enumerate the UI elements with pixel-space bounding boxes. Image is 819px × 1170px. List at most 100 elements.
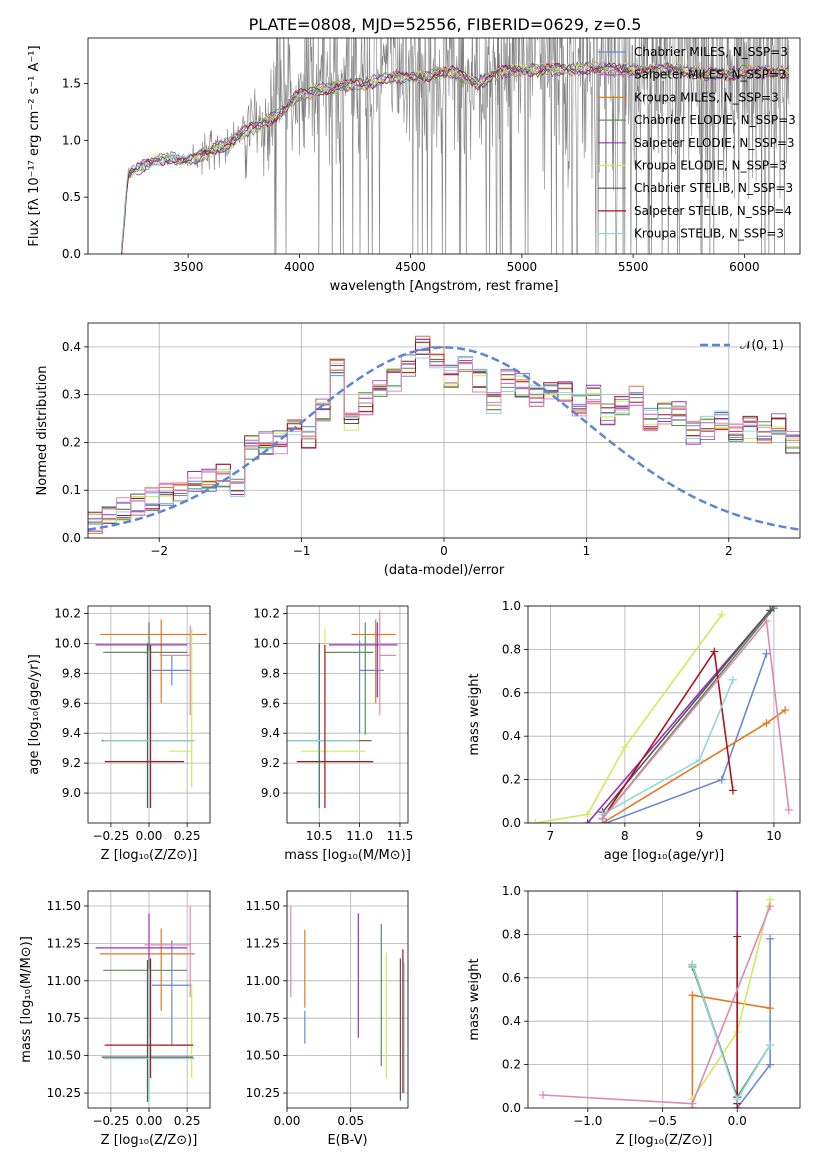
- y-tick-label: 10.50: [246, 1049, 280, 1063]
- y-tick-label: 0.0: [62, 531, 81, 545]
- y-tick-label: 0.4: [62, 340, 81, 354]
- x-tick-label: 0.00: [136, 1114, 163, 1128]
- y-tick-label: 10.2: [253, 606, 280, 620]
- x-tick-label: 5000: [507, 260, 538, 274]
- x-tick-label: 0.0: [728, 1114, 747, 1128]
- y-tick-label: 9.2: [261, 756, 280, 770]
- x-axis-label: wavelength [Angstrom, rest frame]: [330, 279, 559, 294]
- y-tick-label: 0.4: [502, 729, 521, 743]
- legend: Chabrier MILES, N_SSP=3 Salpeter MILES, N…: [598, 45, 796, 241]
- y-axis-label: mass weight: [467, 958, 482, 1040]
- plot-area: [95, 619, 207, 809]
- weight-line-pink: [542, 905, 771, 1105]
- axes-frame: [87, 322, 801, 539]
- x-tick-label: 9: [696, 829, 704, 843]
- weight-marker-chabrier_miles: [766, 1060, 775, 1069]
- weight-marker-kroupa_elodie: [717, 610, 726, 619]
- y-axis-label: Normed distribution: [35, 366, 50, 496]
- weight-marker-pink: [688, 1099, 697, 1108]
- panel-weight-vs-Z: −1.0 −0.5 0.0 0.0 0.2 0.4 0.6 0.8 1.0 Z [log₁₀(Z/…: [467, 884, 801, 1148]
- y-tick-label: 10.25: [246, 1086, 280, 1100]
- model-spectrum-kroupa_elodie: [121, 62, 790, 254]
- weight-marker-kroupa_stelib: [695, 756, 704, 765]
- gridlines: [528, 890, 800, 1109]
- y-tick-label: 0.2: [502, 773, 521, 787]
- panel-mass-vs-Z: −0.25 0.00 0.25 10.25 10.50 10.75 11.00 11.25 11…: [19, 890, 211, 1148]
- axes-frame: [286, 890, 409, 1109]
- weight-marker-kroupa_stelib: [733, 1095, 742, 1104]
- y-tick-label: 11.00: [246, 974, 280, 988]
- hist-chabrier_stelib: [88, 354, 800, 523]
- weight-line-chabrier_stelib: [601, 609, 771, 813]
- plot-area: [95, 905, 195, 1104]
- x-tick-label: 0.25: [174, 1114, 201, 1128]
- legend-entry: Chabrier MILES, N_SSP=3: [634, 45, 788, 59]
- weight-marker-salpeter_stelib: [728, 786, 737, 795]
- y-tick-label: 0.0: [502, 1101, 521, 1115]
- y-tick-label: 0.3: [62, 388, 81, 402]
- y-axis-label: mass weight: [467, 673, 482, 755]
- weight-marker-chabrier_stelib: [766, 606, 775, 615]
- x-tick-label: 10.5: [306, 829, 333, 843]
- weight-line-kroupa_miles: [691, 994, 771, 1108]
- y-tick-label: 0.4: [502, 1014, 521, 1028]
- y-tick-label: 10.75: [47, 1011, 81, 1025]
- y-tick-label: 11.25: [246, 936, 280, 950]
- weight-marker-chabrier_miles: [762, 649, 771, 658]
- y-tick-label: 0.2: [502, 1058, 521, 1072]
- y-tick-label: 1.0: [502, 599, 521, 613]
- x-axis-label: Z [log₁₀(Z/Z⊙)]: [616, 1133, 713, 1148]
- y-tick-label: 10.2: [54, 606, 81, 620]
- x-tick-label: 0: [440, 544, 448, 558]
- x-tick-label: 0.00: [274, 1114, 301, 1128]
- x-axis-label: (data-model)/error: [384, 563, 505, 578]
- plot-area: [287, 610, 398, 809]
- y-tick-label: 10.25: [47, 1086, 81, 1100]
- panel-age-vs-Z: −0.25 0.00 0.25 9.0 9.2 9.4 9.6 9.8 10.0 10.2 Z [l…: [27, 605, 211, 863]
- x-tick-label: 0.00: [136, 829, 163, 843]
- plot-area: [88, 335, 800, 534]
- y-tick-label: 0.6: [502, 971, 521, 985]
- hist-salpeter_elodie: [88, 338, 800, 532]
- x-tick-label: 7: [547, 829, 555, 843]
- y-tick-label: 9.6: [62, 696, 81, 710]
- y-axis-label: age [log₁₀(age/yr)]: [27, 654, 42, 775]
- x-tick-label: 5500: [618, 260, 649, 274]
- y-tick-label: 1.5: [62, 76, 81, 90]
- weight-marker-kroupa_miles: [762, 719, 771, 728]
- gridlines: [528, 605, 800, 824]
- x-tick-label: −2: [150, 544, 168, 558]
- y-tick-label: 9.6: [261, 696, 280, 710]
- legend-entry: Salpeter MILES, N_SSP=3: [634, 68, 787, 82]
- x-tick-label: 2: [725, 544, 733, 558]
- weight-marker-kroupa_stelib: [728, 675, 737, 684]
- weight-marker-kroupa_elodie: [531, 819, 540, 823]
- y-tick-label: 0.1: [62, 483, 81, 497]
- weight-marker-kroupa_elodie: [620, 743, 629, 752]
- gaussian-curve: [88, 346, 800, 531]
- legend-entry: Salpeter STELIB, N_SSP=4: [634, 204, 792, 218]
- weight-marker-salpeter_elodie: [733, 891, 742, 895]
- plot-area: [290, 905, 405, 1101]
- panels: 3500 4000 4500 5000 5500 6000 0.0 0.5 1.0 1.5 wave…: [19, 37, 801, 1148]
- y-tick-label: 0.8: [502, 642, 521, 656]
- x-axis-label: E(B-V): [327, 1133, 367, 1148]
- y-tick-label: 11.50: [47, 899, 81, 913]
- x-axis-label: mass [log₁₀(M/M⊙)]: [284, 848, 411, 863]
- x-tick-label: 10: [766, 829, 781, 843]
- y-tick-label: 0.8: [502, 927, 521, 941]
- x-tick-label: 3500: [173, 260, 204, 274]
- weight-marker-kroupa_stelib: [766, 1041, 775, 1050]
- panel-mass-vs-EBV: 0.00 0.05 10.25 10.50 10.75 11.00 11.25 11.50 E(…: [246, 890, 409, 1148]
- y-tick-label: 1.0: [502, 884, 521, 898]
- panel-spectrum: 3500 4000 4500 5000 5500 6000 0.0 0.5 1.0 1.5 wave…: [27, 37, 801, 294]
- y-tick-label: 10.50: [47, 1049, 81, 1063]
- model-spectrum-kroupa_stelib: [121, 61, 790, 252]
- legend-entry: Salpeter ELODIE, N_SSP=3: [634, 136, 795, 150]
- legend-entry: Kroupa MILES, N_SSP=3: [634, 90, 779, 104]
- y-axis-label: Flux [fλ 10⁻¹⁷ erg cm⁻² s⁻¹ A⁻¹]: [27, 45, 42, 246]
- figure-title: PLATE=0808, MJD=52556, FIBERID=0629, z=0…: [249, 15, 642, 34]
- weight-marker-pink: [762, 617, 771, 626]
- weight-marker-pink: [598, 814, 607, 823]
